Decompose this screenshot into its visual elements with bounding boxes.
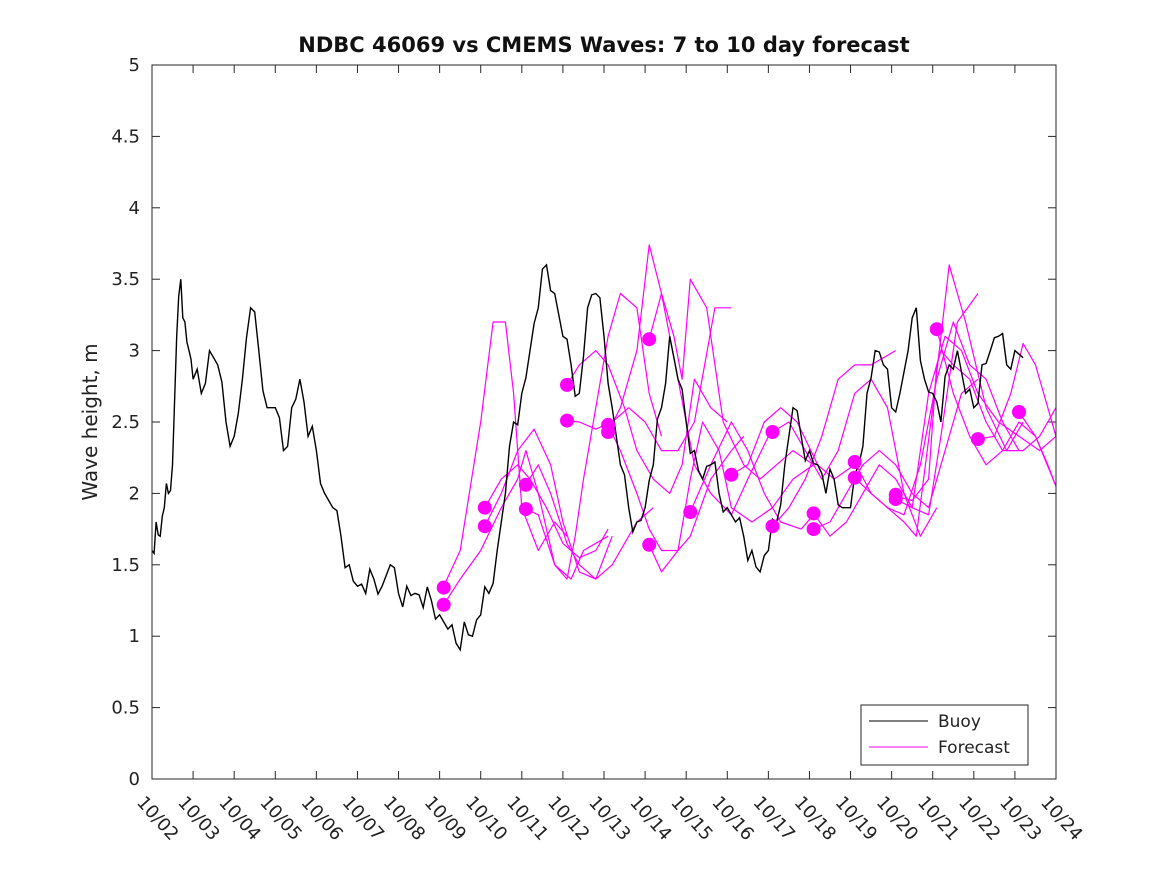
y-tick-label: 2.5 xyxy=(111,412,140,433)
series-layer xyxy=(151,244,1057,652)
forecast-line xyxy=(854,264,1024,537)
forecast-marker xyxy=(1012,405,1026,419)
forecast-marker xyxy=(518,502,533,517)
forecast-marker xyxy=(765,425,780,439)
forecast-line xyxy=(936,329,1057,487)
forecast-line xyxy=(648,421,814,573)
forecast-marker xyxy=(683,505,698,519)
forecast-marker xyxy=(765,519,780,534)
y-tick-label: 3 xyxy=(129,341,140,362)
forecast-line xyxy=(566,307,732,452)
forecast-marker xyxy=(601,425,616,439)
forecast-marker xyxy=(560,413,574,428)
forecast-marker xyxy=(518,477,533,492)
buoy-line xyxy=(151,263,1024,652)
forecast-line xyxy=(443,450,609,606)
y-tick-label: 0.5 xyxy=(111,698,140,719)
chart-title: NDBC 46069 vs CMEMS Waves: 7 to 10 day f… xyxy=(298,33,909,57)
forecast-marker xyxy=(847,455,862,469)
plot-frame xyxy=(151,64,1057,780)
forecast-marker xyxy=(642,537,657,552)
forecast-line xyxy=(895,335,1057,502)
forecast-line xyxy=(813,293,979,537)
legend-buoy-label: Buoy xyxy=(938,712,981,732)
forecast-marker xyxy=(970,432,985,447)
legend-forecast-label: Forecast xyxy=(938,738,1010,758)
y-tick-label: 1.5 xyxy=(111,555,140,576)
forecast-line xyxy=(731,407,856,480)
forecast-marker xyxy=(436,597,451,612)
forecast-line xyxy=(689,421,815,530)
legend: Buoy Forecast xyxy=(860,704,1029,766)
forecast-line xyxy=(772,378,938,537)
forecast-marker xyxy=(436,580,451,595)
forecast-line xyxy=(977,342,1057,440)
forecast-line xyxy=(443,321,568,587)
y-axis-label: Wave height, m xyxy=(78,343,102,500)
y-tick-label: 1 xyxy=(129,626,140,647)
forecast-line xyxy=(1018,411,1057,487)
forecast-marker xyxy=(560,377,574,392)
forecast-marker xyxy=(847,470,862,485)
forecast-line xyxy=(525,464,613,580)
forecast-line xyxy=(772,350,897,527)
forecast-line xyxy=(895,350,1057,509)
legend-box xyxy=(860,704,1029,766)
marker-layer xyxy=(436,322,1026,612)
forecast-line xyxy=(813,378,979,530)
y-tick-label: 0 xyxy=(129,769,140,790)
y-tick-label: 5 xyxy=(129,55,140,76)
y-tick-label: 4.5 xyxy=(111,126,140,147)
forecast-line xyxy=(566,350,728,494)
forecast-marker xyxy=(806,522,821,537)
forecast-marker xyxy=(888,492,903,507)
forecast-marker xyxy=(477,519,492,534)
forecast-marker xyxy=(477,500,492,515)
forecast-line xyxy=(607,424,745,552)
forecast-line xyxy=(525,292,663,580)
y-tick-label: 3.5 xyxy=(111,269,140,290)
forecast-marker xyxy=(724,467,739,482)
forecast-line xyxy=(484,428,654,580)
y-tick-label: 4 xyxy=(129,198,140,219)
forecast-marker xyxy=(806,506,821,521)
y-tick-label: 2 xyxy=(129,483,140,504)
forecast-marker xyxy=(929,322,944,337)
forecast-line xyxy=(648,278,814,480)
forecast-marker xyxy=(642,332,657,347)
